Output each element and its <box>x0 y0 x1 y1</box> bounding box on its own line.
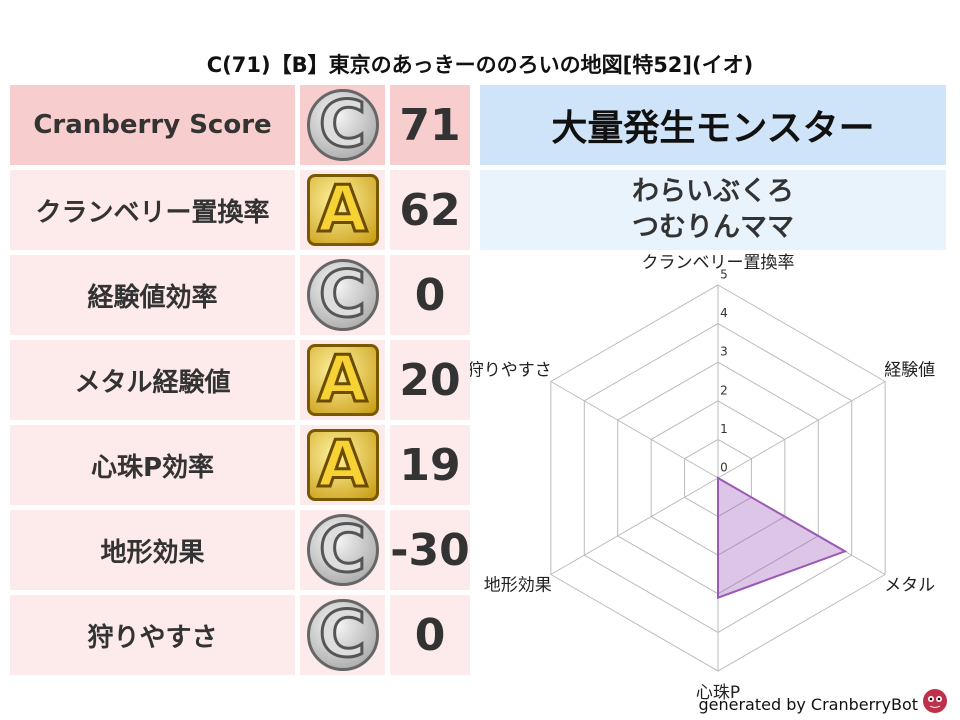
grade-cell: C <box>300 255 385 335</box>
r-tick-label: 2 <box>720 383 728 397</box>
r-tick-label: 5 <box>720 268 728 282</box>
monster-heading: 大量発生モンスター <box>480 85 946 165</box>
footer: generated by CranberryBot <box>698 694 918 714</box>
axis-label: 狩りやすさ <box>467 361 552 381</box>
row-label: クランベリー置換率 <box>10 170 295 250</box>
grade-badge: A <box>306 342 379 419</box>
axis-label: 心珠P <box>696 683 740 703</box>
r-tick-label: 3 <box>720 345 728 359</box>
grade-cell: C <box>300 510 385 590</box>
r-tick-label: 4 <box>720 306 728 320</box>
axis-label: クランベリー置換率 <box>642 253 795 273</box>
grade-badge: C <box>306 257 379 334</box>
row-label: Cranberry Score <box>10 85 295 165</box>
score: 71 <box>390 85 470 165</box>
grade-cell: A <box>300 425 385 505</box>
score: 0 <box>390 255 470 335</box>
score: 19 <box>390 425 470 505</box>
bot-icon <box>923 689 947 713</box>
score: 20 <box>390 340 470 420</box>
grade-cell: A <box>300 170 385 250</box>
score: 62 <box>390 170 470 250</box>
score: -30 <box>390 510 470 590</box>
monster-name: つむりんママ <box>632 212 794 243</box>
grade-badge: A <box>306 172 379 249</box>
page-title: C(71)【B】東京のあっきーののろいの地図[特52](イオ) <box>206 53 754 77</box>
row-label: 経験値効率 <box>10 255 295 335</box>
grade-badge: C <box>306 597 379 674</box>
grade-badge: C <box>306 512 379 589</box>
axis-label: メタル <box>884 576 935 596</box>
score: 0 <box>390 595 470 675</box>
r-tick-label: 1 <box>720 422 728 436</box>
row-label: 地形効果 <box>10 510 295 590</box>
row-label: 狩りやすさ <box>10 595 295 675</box>
axis-label: 経験値 <box>884 361 935 381</box>
monster-name: わらいぶくろ <box>632 176 794 207</box>
r-tick-label: 0 <box>720 461 728 475</box>
grade-badge: A <box>306 427 379 504</box>
row-label: 心珠P効率 <box>10 425 295 505</box>
monster-names: わらいぶくろ つむりんママ <box>480 170 946 250</box>
row-label: メタル経験値 <box>10 340 295 420</box>
radar-area <box>717 476 848 600</box>
axis-spoke <box>717 381 886 479</box>
axis-spoke <box>550 477 719 575</box>
axis-label: 地形効果 <box>484 576 552 596</box>
grade-badge: C <box>306 87 379 164</box>
grade-cell: C <box>300 85 385 165</box>
axis-spoke <box>550 381 719 479</box>
grade-cell: C <box>300 595 385 675</box>
grade-cell: A <box>300 340 385 420</box>
